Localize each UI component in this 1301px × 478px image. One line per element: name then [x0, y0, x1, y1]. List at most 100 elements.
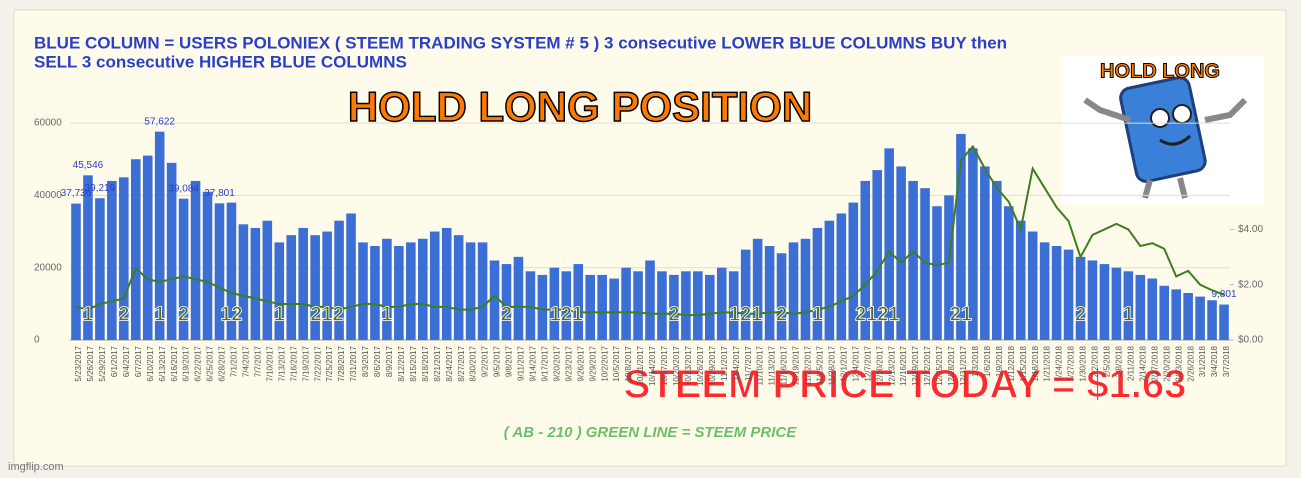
x-tick-label: 11/16/2017 — [780, 345, 789, 385]
bar — [573, 264, 584, 340]
bar — [537, 274, 548, 340]
price-line — [75, 144, 1225, 317]
title-line: SELL 3 consecutive HIGHER BLUE COLUMNS — [34, 52, 407, 71]
x-tick-label: 9/29/2017 — [588, 345, 597, 381]
x-tick-label: 3/1/2018 — [1198, 345, 1207, 377]
bar — [992, 180, 1002, 340]
robot-mouth — [1159, 134, 1192, 146]
signal-label: 12 — [220, 303, 242, 325]
x-tick-label: 3/4/2018 — [1210, 345, 1219, 377]
x-tick-label: 1/18/2018 — [1031, 345, 1040, 381]
bar — [824, 220, 835, 340]
x-tick-label: 1/12/2018 — [1007, 345, 1016, 381]
x-tick-label: 12/1/2017 — [839, 345, 848, 381]
x-tick-label: 7/13/2017 — [277, 345, 286, 381]
bar — [1135, 274, 1146, 340]
x-tick-label: 7/4/2017 — [242, 345, 251, 377]
x-tick-label: 9/8/2017 — [505, 345, 514, 377]
x-tick-label: 9/5/2017 — [493, 345, 502, 377]
bar — [788, 242, 799, 340]
x-tick-label: 8/30/2017 — [469, 345, 478, 381]
x-tick-label: 12/25/2017 — [935, 345, 944, 386]
bar — [1183, 293, 1193, 340]
x-tick-label: 10/29/2017 — [708, 345, 717, 386]
x-tick-label: 10/17/2017 — [660, 345, 669, 386]
price-note: STEEM PRICE TODAY = $1.63 — [624, 363, 1187, 407]
data-label: 9,801 — [1212, 289, 1237, 300]
bar — [465, 242, 476, 340]
bar — [418, 238, 428, 340]
x-tick-label: 12/28/2017 — [947, 345, 956, 386]
x-tick-label: 11/22/2017 — [804, 345, 813, 385]
x-tick-label: 6/10/2017 — [146, 345, 155, 381]
x-tick-label: 10/14/2017 — [648, 345, 657, 386]
bar — [501, 264, 512, 340]
y-tick-label: 20000 — [34, 262, 62, 273]
bar — [1039, 242, 1050, 340]
bar — [489, 260, 500, 340]
bar — [1207, 300, 1217, 340]
bar — [154, 131, 165, 340]
x-tick-label: 6/22/2017 — [194, 345, 203, 381]
x-tick-label: 10/20/2017 — [672, 345, 681, 386]
bar — [1195, 296, 1205, 340]
bar — [477, 242, 488, 340]
x-tick-label: 11/25/2017 — [816, 345, 825, 385]
x-tick-label: 8/15/2017 — [409, 345, 418, 381]
x-tick-label: 12/13/2017 — [887, 345, 896, 386]
y2-tick-label: $4.00 — [1238, 224, 1263, 235]
bar — [800, 238, 811, 340]
x-tick-label: 6/25/2017 — [206, 345, 215, 381]
x-tick-label: 6/13/2017 — [158, 345, 167, 381]
x-tick-label: 9/17/2017 — [540, 345, 549, 381]
bar — [130, 159, 141, 340]
bar — [238, 224, 249, 340]
bar — [561, 271, 572, 340]
bar — [669, 274, 679, 340]
x-tick-label: 1/27/2018 — [1067, 345, 1076, 381]
x-tick-label: 5/29/2017 — [98, 345, 107, 381]
x-tick-label: 12/10/2017 — [875, 345, 884, 386]
x-tick-label: 8/18/2017 — [421, 345, 430, 381]
x-tick-label: 2/20/2018 — [1162, 345, 1171, 381]
x-tick-label: 8/24/2017 — [445, 345, 454, 381]
x-tick-label: 9/2/2017 — [481, 345, 490, 377]
bar — [908, 180, 918, 340]
bar — [310, 235, 320, 340]
x-tick-label: 1/15/2018 — [1019, 345, 1028, 381]
bar — [1003, 206, 1014, 340]
data-label: 39,219 — [85, 183, 116, 194]
x-tick-label: 1/9/2018 — [995, 345, 1004, 377]
x-tick-label: 10/23/2017 — [684, 345, 693, 386]
bar — [119, 177, 129, 340]
x-tick-label: 7/31/2017 — [349, 345, 358, 381]
x-tick-label: 7/7/2017 — [253, 345, 262, 377]
x-tick-label: 6/19/2017 — [182, 345, 191, 381]
bar — [298, 227, 308, 340]
bar — [1159, 285, 1170, 340]
bar — [274, 242, 285, 340]
signal-label: 1 — [1123, 303, 1134, 325]
bar — [645, 260, 655, 340]
x-tick-label: 10/8/2017 — [624, 345, 633, 381]
x-tick-label: 8/3/2017 — [361, 345, 370, 377]
bar — [1027, 231, 1038, 340]
x-tick-label: 11/19/2017 — [792, 345, 801, 385]
signal-label: 212 — [310, 303, 343, 325]
bar — [1087, 260, 1098, 340]
x-tick-label: 11/4/2017 — [732, 345, 741, 381]
robot-eye — [1172, 104, 1192, 124]
bar — [1219, 304, 1229, 340]
data-label: 39,084 — [168, 183, 199, 194]
x-tick-label: 6/16/2017 — [170, 345, 179, 381]
bar — [920, 188, 930, 340]
title-line: BLUE COLUMN = USERS POLONIEX ( STEEM TRA… — [34, 33, 1007, 52]
x-tick-label: 6/7/2017 — [134, 345, 143, 377]
bar — [728, 271, 739, 340]
bar — [334, 220, 344, 340]
x-tick-label: 2/2/2018 — [1091, 345, 1100, 377]
bar — [932, 206, 942, 340]
plot: 0 20000 40000 60000 $0.00 $2.00 $4.00 37,736 45,… — [34, 116, 1263, 386]
bar — [358, 242, 368, 340]
